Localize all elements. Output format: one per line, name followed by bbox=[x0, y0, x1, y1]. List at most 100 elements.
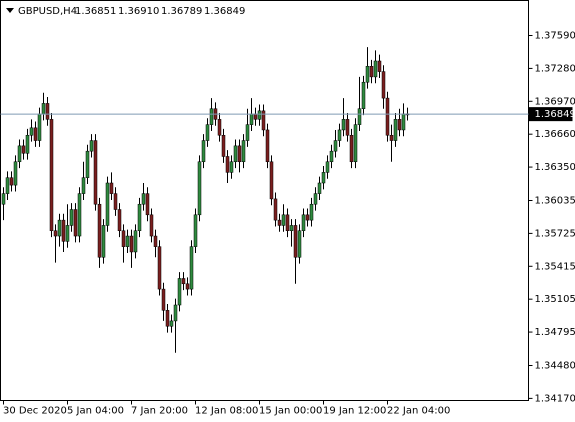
candle-body bbox=[49, 119, 54, 231]
candle-body bbox=[121, 230, 126, 247]
y-tick-label: 1.37280 bbox=[535, 63, 575, 74]
candle-body bbox=[269, 161, 274, 200]
candle-body bbox=[241, 140, 246, 163]
candle-body bbox=[185, 283, 190, 290]
candle-body bbox=[149, 214, 154, 237]
candle-body bbox=[65, 225, 70, 242]
candle-body bbox=[165, 310, 170, 327]
candle-body bbox=[289, 225, 294, 231]
candle-body bbox=[157, 246, 162, 290]
candle-body bbox=[145, 193, 150, 216]
candle-body bbox=[209, 108, 214, 125]
candle-body bbox=[189, 246, 194, 290]
candle-body bbox=[277, 219, 282, 226]
x-tick-label: 12 Jan 08:00 bbox=[195, 406, 258, 417]
candle-body bbox=[369, 66, 374, 78]
x-tick-label: 30 Dec 2020 bbox=[3, 406, 67, 417]
candle-body bbox=[397, 119, 402, 131]
candle-body bbox=[325, 161, 330, 173]
x-tick-label: 5 Jan 04:00 bbox=[67, 406, 124, 417]
plot-frame bbox=[0, 0, 529, 401]
candle-body bbox=[381, 71, 386, 99]
candle-body bbox=[89, 140, 94, 152]
y-tick-label: 1.34795 bbox=[535, 327, 575, 338]
candle-body bbox=[137, 203, 142, 231]
candle-body bbox=[361, 81, 366, 109]
candle-body bbox=[21, 145, 26, 154]
candle-body bbox=[333, 140, 338, 152]
candle-body bbox=[5, 177, 10, 194]
candle-body bbox=[309, 203, 314, 221]
y-tick-label: 1.34170 bbox=[535, 393, 575, 404]
candle-body bbox=[297, 230, 302, 258]
candle-body bbox=[253, 113, 258, 120]
candle-body bbox=[305, 214, 310, 221]
candle-body bbox=[301, 214, 306, 231]
candle-body bbox=[129, 235, 134, 253]
candle-body bbox=[393, 119, 398, 141]
y-tick-label: 1.35105 bbox=[535, 294, 575, 305]
candle-body bbox=[109, 182, 114, 194]
candle-body bbox=[113, 193, 118, 210]
candle-body bbox=[329, 150, 334, 163]
candle-body bbox=[17, 145, 22, 163]
candle-body bbox=[81, 177, 86, 194]
candle-body bbox=[389, 134, 394, 141]
candle-body bbox=[245, 124, 250, 141]
open-label: 1.36851 bbox=[75, 6, 116, 17]
symbol: GBPUSD,H4 bbox=[18, 6, 77, 17]
candle-body bbox=[93, 140, 98, 205]
candle-body bbox=[377, 60, 382, 72]
candle-body bbox=[173, 304, 178, 322]
candle-body bbox=[117, 209, 122, 231]
candle-body bbox=[337, 129, 342, 141]
candle-body bbox=[169, 320, 174, 327]
x-tick-label: 15 Jan 00:00 bbox=[259, 406, 322, 417]
candle-body bbox=[281, 214, 286, 226]
candle-body bbox=[37, 113, 42, 141]
candle-body bbox=[217, 119, 222, 136]
candle-body bbox=[141, 193, 146, 205]
candle-body bbox=[345, 119, 350, 136]
candle-body bbox=[205, 124, 210, 141]
candle-body bbox=[13, 161, 18, 186]
candle-body bbox=[293, 225, 298, 258]
y-tick-label: 1.36970 bbox=[535, 96, 575, 107]
candle-body bbox=[77, 193, 82, 237]
y-tick-label: 1.37590 bbox=[535, 31, 575, 42]
candle-body bbox=[317, 182, 322, 194]
close-label: 1.36849 bbox=[204, 6, 245, 17]
candle-body bbox=[161, 288, 166, 311]
candle-body bbox=[221, 134, 226, 157]
candle-body bbox=[273, 198, 278, 221]
candle-body bbox=[53, 230, 58, 237]
candle-body bbox=[249, 113, 254, 125]
x-tick-label: 22 Jan 04:00 bbox=[387, 406, 450, 417]
candle-body bbox=[41, 103, 46, 115]
candle-body bbox=[349, 134, 354, 163]
candle-body bbox=[313, 193, 318, 205]
candle-body bbox=[265, 129, 270, 163]
candle-body bbox=[229, 161, 234, 173]
y-tick-label: 1.36660 bbox=[535, 129, 575, 140]
candle-body bbox=[193, 214, 198, 247]
candle-body bbox=[45, 103, 50, 120]
x-tick-label: 19 Jan 12:00 bbox=[323, 406, 386, 417]
y-tick-label: 1.36350 bbox=[535, 162, 575, 173]
candle-body bbox=[61, 219, 66, 242]
candle-body bbox=[85, 150, 90, 178]
low-label: 1.36789 bbox=[161, 6, 202, 17]
price-label: 1.36849 bbox=[535, 109, 575, 120]
x-tick-label: 7 Jan 20:00 bbox=[131, 406, 188, 417]
high-label: 1.36910 bbox=[118, 6, 159, 17]
candle-body bbox=[9, 177, 14, 186]
candle-body bbox=[105, 182, 110, 226]
candle-body bbox=[29, 127, 34, 136]
candle-body bbox=[201, 140, 206, 163]
candle-body bbox=[101, 225, 106, 258]
y-tick-label: 1.36035 bbox=[535, 196, 575, 207]
candle-body bbox=[181, 278, 186, 285]
candle-body bbox=[97, 203, 102, 258]
y-tick-label: 1.35415 bbox=[535, 261, 575, 272]
